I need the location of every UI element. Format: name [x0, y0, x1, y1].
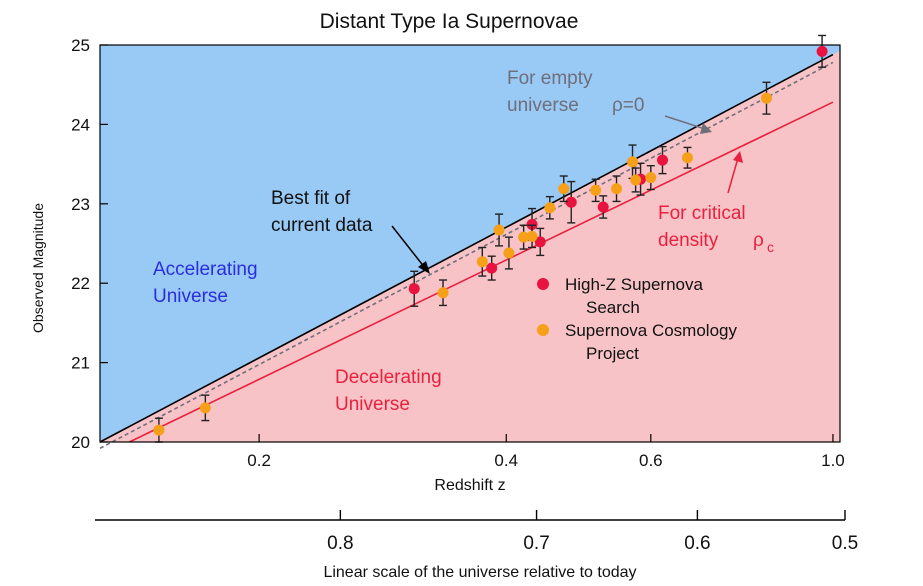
best-fit-arrowhead	[418, 261, 430, 274]
secondary-x-tick-label: 0.6	[684, 533, 710, 554]
best-fit-arrow	[391, 225, 426, 269]
scp-data-point	[153, 424, 165, 436]
high-z-data-point	[534, 236, 546, 248]
x-tick-label: 0.6	[639, 451, 663, 470]
empty-line	[99, 61, 834, 450]
best-fit-annotation-line1: Best fit of	[271, 188, 351, 209]
high-z-data-point	[486, 262, 498, 274]
secondary-axis-label: Linear scale of the universe relative to…	[323, 564, 636, 581]
scp-data-point	[503, 247, 515, 259]
y-tick-label: 24	[71, 115, 90, 134]
scp-data-point	[627, 156, 639, 168]
legend-marker-high-z	[537, 278, 549, 290]
secondary-x-tick-label: 0.8	[327, 533, 353, 554]
best-fit-annotation-line2: current data	[271, 215, 373, 236]
y-tick-label: 22	[71, 274, 90, 293]
empty-universe-rho-label: ρ=0	[612, 95, 644, 116]
scp-data-point	[681, 152, 693, 164]
x-tick-label: 0.4	[494, 451, 518, 470]
critical-density-arrow	[727, 157, 739, 194]
high-z-data-point	[526, 218, 538, 230]
x-axis: 0.2 0.4 0.6 1.0	[247, 434, 845, 470]
high-z-data-point	[597, 201, 609, 213]
critical-density-subscript: c	[767, 239, 774, 255]
chart-title: Distant Type Ia Supernovae	[320, 10, 579, 33]
secondary-x-tick-label: 0.7	[523, 533, 549, 554]
high-z-data-point	[657, 154, 669, 166]
scp-data-point	[761, 92, 773, 104]
secondary-x-tick-label: 0.5	[832, 533, 858, 554]
legend-label-high-z-line1: High-Z Supernova	[565, 275, 704, 294]
plot-frame	[99, 44, 841, 443]
x-tick-label: 0.2	[247, 451, 271, 470]
scp-data-point	[544, 202, 556, 214]
scp-data-point	[437, 287, 449, 299]
critical-density-annotation-line1: For critical	[658, 203, 746, 224]
legend-label-high-z-line2: Search	[586, 298, 640, 317]
decelerating-label-line2: Universe	[335, 394, 410, 415]
accelerating-region	[100, 45, 840, 442]
empty-universe-arrowhead	[700, 123, 712, 134]
critical-density-arrowhead	[733, 151, 743, 163]
legend-marker-scp	[537, 324, 549, 336]
y-tick-label: 25	[71, 36, 90, 55]
scp-data-point	[611, 183, 623, 195]
chart-regions	[100, 45, 840, 442]
y-tick-label: 20	[71, 433, 90, 452]
scp-data-point	[493, 224, 505, 236]
legend: High-Z Supernova Search Supernova Cosmol…	[537, 275, 737, 363]
critical-density-annotation-line2: density	[658, 230, 719, 251]
accelerating-label-line2: Universe	[153, 286, 228, 307]
scp-data-point	[630, 174, 642, 186]
high-z-data-point	[565, 196, 577, 208]
scp-data-point	[526, 230, 538, 242]
scp-data-point	[476, 256, 488, 268]
scp-data-point	[199, 402, 211, 414]
y-tick-label: 23	[71, 195, 90, 214]
accelerating-label-line1: Accelerating	[153, 259, 258, 280]
legend-label-scp-line1: Supernova Cosmology	[565, 321, 737, 340]
data-points	[153, 34, 828, 443]
x-tick-label: 1.0	[821, 451, 845, 470]
y-tick-label: 21	[71, 354, 90, 373]
high-z-data-point	[408, 283, 420, 295]
y-axis-label: Observed Magnitude	[30, 203, 46, 333]
secondary-x-axis: 0.8 0.7 0.6 0.5	[95, 510, 858, 554]
empty-universe-annotation-line1: For empty	[507, 68, 593, 89]
decelerating-label-line1: Decelerating	[335, 367, 442, 388]
critical-density-rho-label: ρ	[753, 230, 764, 251]
empty-universe-arrow	[664, 115, 706, 130]
model-lines	[99, 53, 834, 450]
scp-data-point	[558, 183, 570, 195]
y-axis: 20 21 22 23 24 25	[71, 36, 108, 452]
critical-line	[129, 101, 834, 443]
scp-data-point	[518, 231, 530, 243]
legend-label-scp-line2: Project	[586, 344, 639, 363]
scp-data-point	[590, 184, 602, 196]
high-z-data-point	[816, 45, 828, 57]
x-axis-label: Redshift z	[434, 477, 505, 494]
best-fit-line	[99, 53, 834, 443]
empty-universe-annotation-line2: universe	[507, 95, 579, 116]
scp-data-point	[645, 172, 657, 184]
